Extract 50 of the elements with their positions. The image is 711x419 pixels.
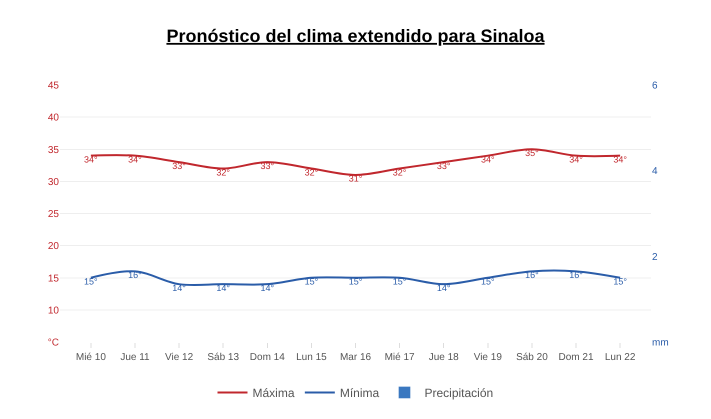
data-label: 34°: [84, 154, 98, 164]
data-label: 14°: [436, 282, 451, 293]
data-label: 34°: [569, 154, 584, 164]
x-tick-label: Dom 14: [250, 352, 286, 363]
x-tick-label: Mié 17: [384, 352, 416, 363]
data-label: 33°: [260, 160, 274, 171]
x-tick-label: Jue 11: [120, 352, 150, 363]
y-tick-label: 10: [48, 305, 60, 316]
x-tick-label: Mar 16: [340, 352, 372, 363]
data-label: 33°: [172, 160, 186, 171]
data-label: 15°: [84, 276, 98, 286]
y-tick-label: 35: [48, 144, 60, 156]
y2-tick-label: mm: [652, 338, 669, 348]
y-tick-label: 30: [48, 176, 60, 188]
data-label: 32°: [304, 167, 319, 178]
y-tick-label: 45: [48, 80, 60, 92]
data-label: 15°: [348, 276, 363, 286]
data-label: 16°: [525, 270, 540, 280]
x-tick-label: Lun 22: [604, 352, 636, 363]
legend-label: Precipitación: [424, 386, 494, 400]
y-tick-label: 40: [48, 112, 60, 124]
y-tick-label: 15: [48, 273, 60, 284]
x-tick-label: Vie 19: [474, 352, 502, 363]
x-tick-label: Vie 12: [164, 352, 194, 363]
data-label: 35°: [525, 148, 540, 158]
data-label: 14°: [260, 282, 274, 293]
y-tick-label: 20: [48, 241, 60, 252]
y2-tick-label: 4: [652, 166, 658, 178]
data-label: 15°: [304, 276, 319, 286]
x-tick-label: Sáb 13: [207, 352, 240, 363]
data-label: 15°: [613, 276, 628, 286]
data-label: 31°: [348, 174, 363, 184]
data-label: 15°: [392, 276, 407, 286]
data-label: 14°: [216, 282, 230, 293]
x-tick-label: Lun 15: [296, 352, 328, 363]
legend-label: Máxima: [252, 386, 295, 400]
x-tick-label: Mié 10: [76, 352, 106, 363]
legend-label: Mínima: [340, 386, 380, 400]
data-label: 14°: [172, 282, 186, 293]
y2-tick-label: 2: [652, 252, 658, 263]
y-tick-label: °C: [48, 338, 59, 348]
y-tick-label: 25: [48, 209, 60, 220]
x-tick-label: Sáb 20: [516, 352, 548, 363]
data-label: 34°: [613, 154, 628, 164]
chart-title: Pronóstico del clima extendido para Sinaloa: [166, 26, 546, 46]
x-tick-label: Dom 21: [558, 352, 594, 363]
y2-tick-label: 6: [652, 80, 658, 92]
data-label: 34°: [128, 154, 142, 164]
x-tick-label: Jue 18: [428, 352, 460, 363]
data-label: 32°: [216, 167, 230, 178]
